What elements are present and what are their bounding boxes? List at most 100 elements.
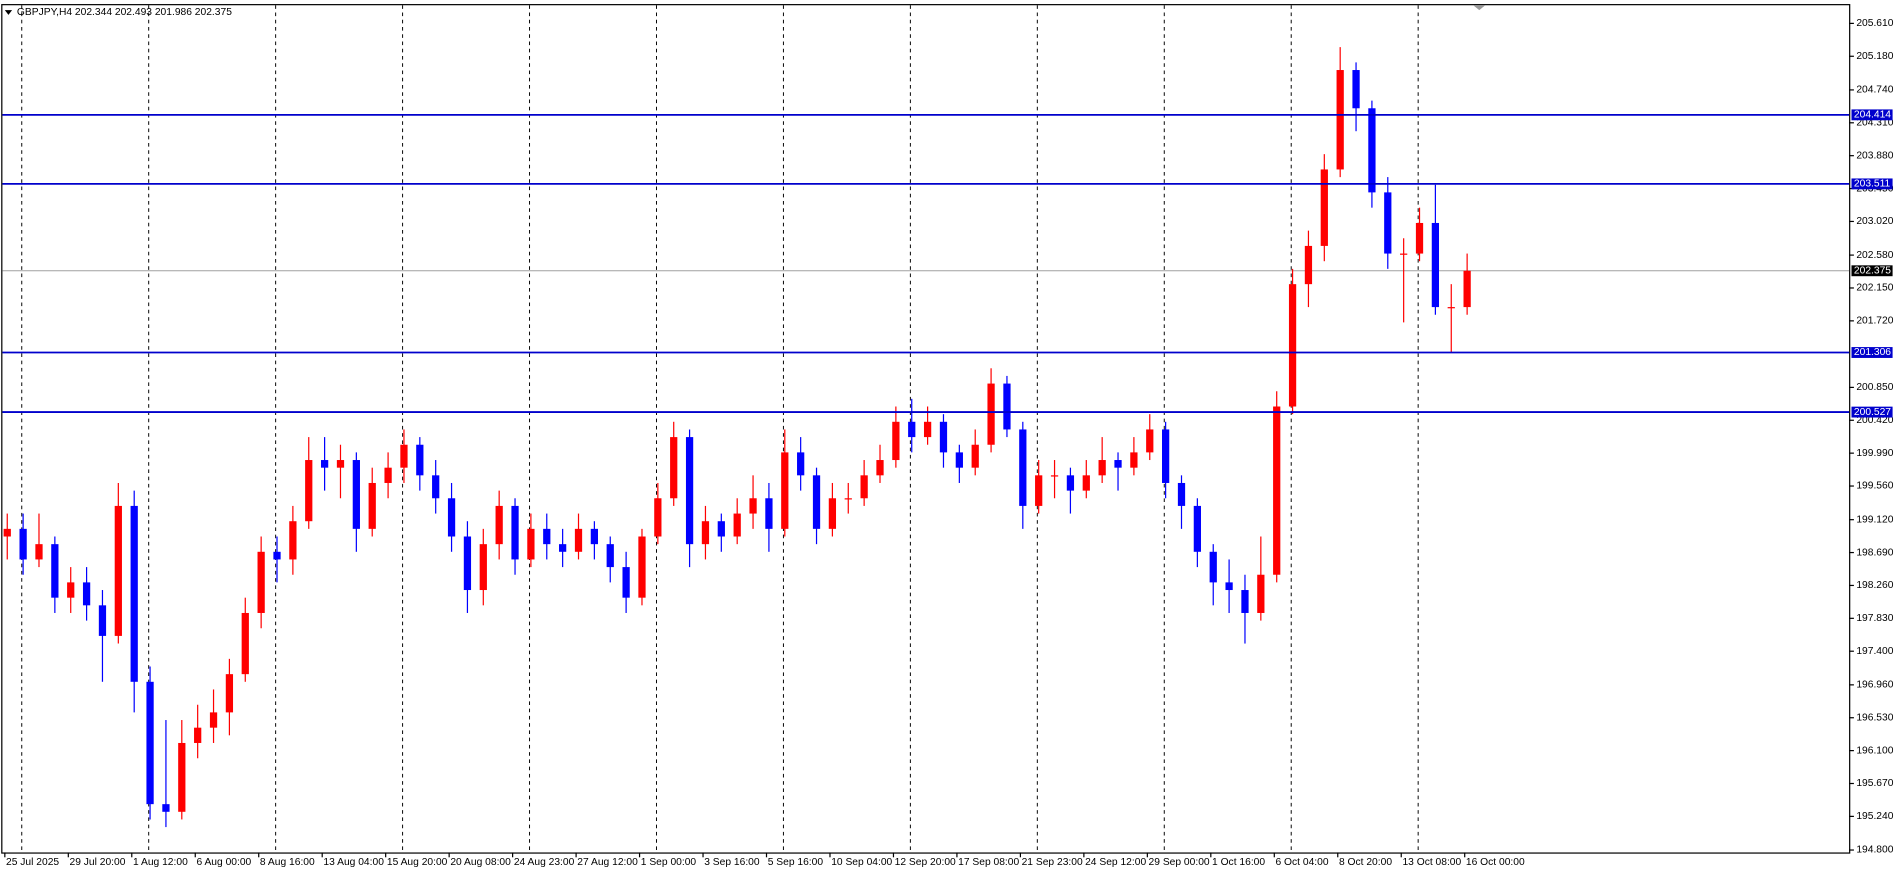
candle-body (1463, 270, 1471, 308)
candle-body (797, 452, 805, 476)
candle-body (35, 544, 43, 560)
candle-body (400, 444, 408, 468)
candle-body (701, 521, 710, 545)
level-label-box (1851, 347, 1893, 358)
candle-body (209, 712, 218, 728)
x-tick-label: 27 Aug 12:00 (577, 857, 638, 868)
x-tick-label: 16 Oct 00:00 (1466, 857, 1525, 868)
candle-body (1431, 222, 1440, 308)
level-label: 200.527 (1854, 407, 1891, 418)
y-tick-label: 195.670 (1856, 778, 1893, 789)
candle-body (590, 528, 599, 545)
x-tick-label: 12 Sep 20:00 (895, 857, 956, 868)
price-label-box (1851, 265, 1893, 277)
candle-body (717, 521, 725, 537)
candle-body (305, 460, 313, 522)
candle-body (495, 505, 503, 545)
candle-body (543, 528, 551, 545)
y-tick-label: 202.150 (1856, 283, 1893, 294)
level-label-box (1851, 109, 1893, 121)
candle-body (876, 460, 884, 476)
y-tick-label: 195.240 (1856, 811, 1893, 822)
candle-body (130, 505, 138, 682)
candle-body (606, 544, 614, 568)
x-tick-label: 1 Aug 12:00 (133, 857, 188, 868)
candle-body (923, 421, 932, 438)
candle-body (1003, 383, 1011, 430)
candle-body (98, 605, 107, 636)
candle-body (939, 421, 948, 453)
candle-body (908, 421, 916, 438)
candle-body (749, 498, 757, 514)
y-tick-label: 205.180 (1856, 51, 1893, 62)
candle-body (241, 612, 249, 675)
x-tick-label: 25 Jul 2025 (6, 857, 59, 868)
candle-body (1368, 108, 1376, 193)
candle-body (781, 452, 789, 529)
candle-body (225, 674, 234, 713)
y-tick-label: 198.690 (1856, 547, 1893, 558)
x-tick-label: 20 Aug 08:00 (450, 857, 511, 868)
x-tick-label: 6 Aug 00:00 (196, 857, 251, 868)
candle-body (765, 498, 773, 529)
y-tick-label: 194.800 (1856, 845, 1893, 856)
candle-body (146, 681, 154, 805)
candle-body (955, 452, 963, 468)
candle-body (1304, 245, 1313, 285)
candle-body (3, 528, 11, 537)
candle-body (622, 567, 630, 598)
candle-body (463, 536, 472, 591)
candle-body (194, 727, 202, 743)
candle-body (1257, 574, 1265, 613)
candle-body (892, 421, 900, 461)
candle-body (352, 460, 360, 529)
x-tick-label: 15 Aug 20:00 (387, 857, 448, 868)
candle-body (19, 528, 27, 560)
candle-body (1193, 505, 1201, 552)
candle-body (733, 513, 741, 537)
y-tick-label: 199.560 (1856, 481, 1893, 492)
candle-body (51, 544, 59, 598)
menu-arrow[interactable] (4, 10, 13, 15)
candle-body (162, 804, 170, 812)
candle-body (1050, 475, 1059, 477)
candle-body (273, 551, 281, 560)
candle-body (1241, 590, 1249, 613)
x-tick-label: 3 Sep 16:00 (704, 857, 760, 868)
x-tick-label: 13 Oct 08:00 (1402, 857, 1461, 868)
candle-body (971, 444, 979, 468)
x-tick-label: 6 Oct 04:00 (1275, 857, 1328, 868)
x-tick-label: 1 Sep 00:00 (641, 857, 697, 868)
y-tick-label: 198.260 (1856, 580, 1893, 591)
candle-body (368, 482, 376, 529)
candle-body (1209, 551, 1217, 583)
candle-body (1352, 70, 1360, 109)
candle-body (638, 536, 646, 598)
y-tick-label: 197.400 (1856, 646, 1893, 657)
candle-body (828, 498, 837, 529)
y-tick-label: 199.990 (1856, 448, 1893, 459)
candle-body (844, 498, 852, 500)
candle-body (1336, 70, 1344, 170)
candle-body (1384, 192, 1392, 254)
candle-body (416, 444, 424, 476)
candle-body (1019, 429, 1027, 506)
candle-body (1447, 307, 1455, 309)
x-tick-label: 17 Sep 08:00 (958, 857, 1019, 868)
candle-body (384, 467, 392, 483)
candle-body (1273, 406, 1281, 575)
x-tick-label: 13 Aug 04:00 (323, 857, 384, 868)
x-tick-label: 21 Sep 23:00 (1022, 857, 1083, 868)
chart-title: GBPJPY,H4 202.344 202.493 201.986 202.37… (17, 7, 232, 18)
candle-body (1130, 452, 1138, 468)
y-tick-label: 202.580 (1856, 250, 1893, 261)
candle-body (432, 475, 440, 499)
candle-body (1288, 284, 1297, 407)
candle-body (1098, 460, 1106, 476)
candle-body (1177, 482, 1186, 506)
level-label: 203.511 (1854, 179, 1891, 190)
y-tick-label: 203.880 (1856, 150, 1893, 161)
candle-body (114, 505, 122, 636)
